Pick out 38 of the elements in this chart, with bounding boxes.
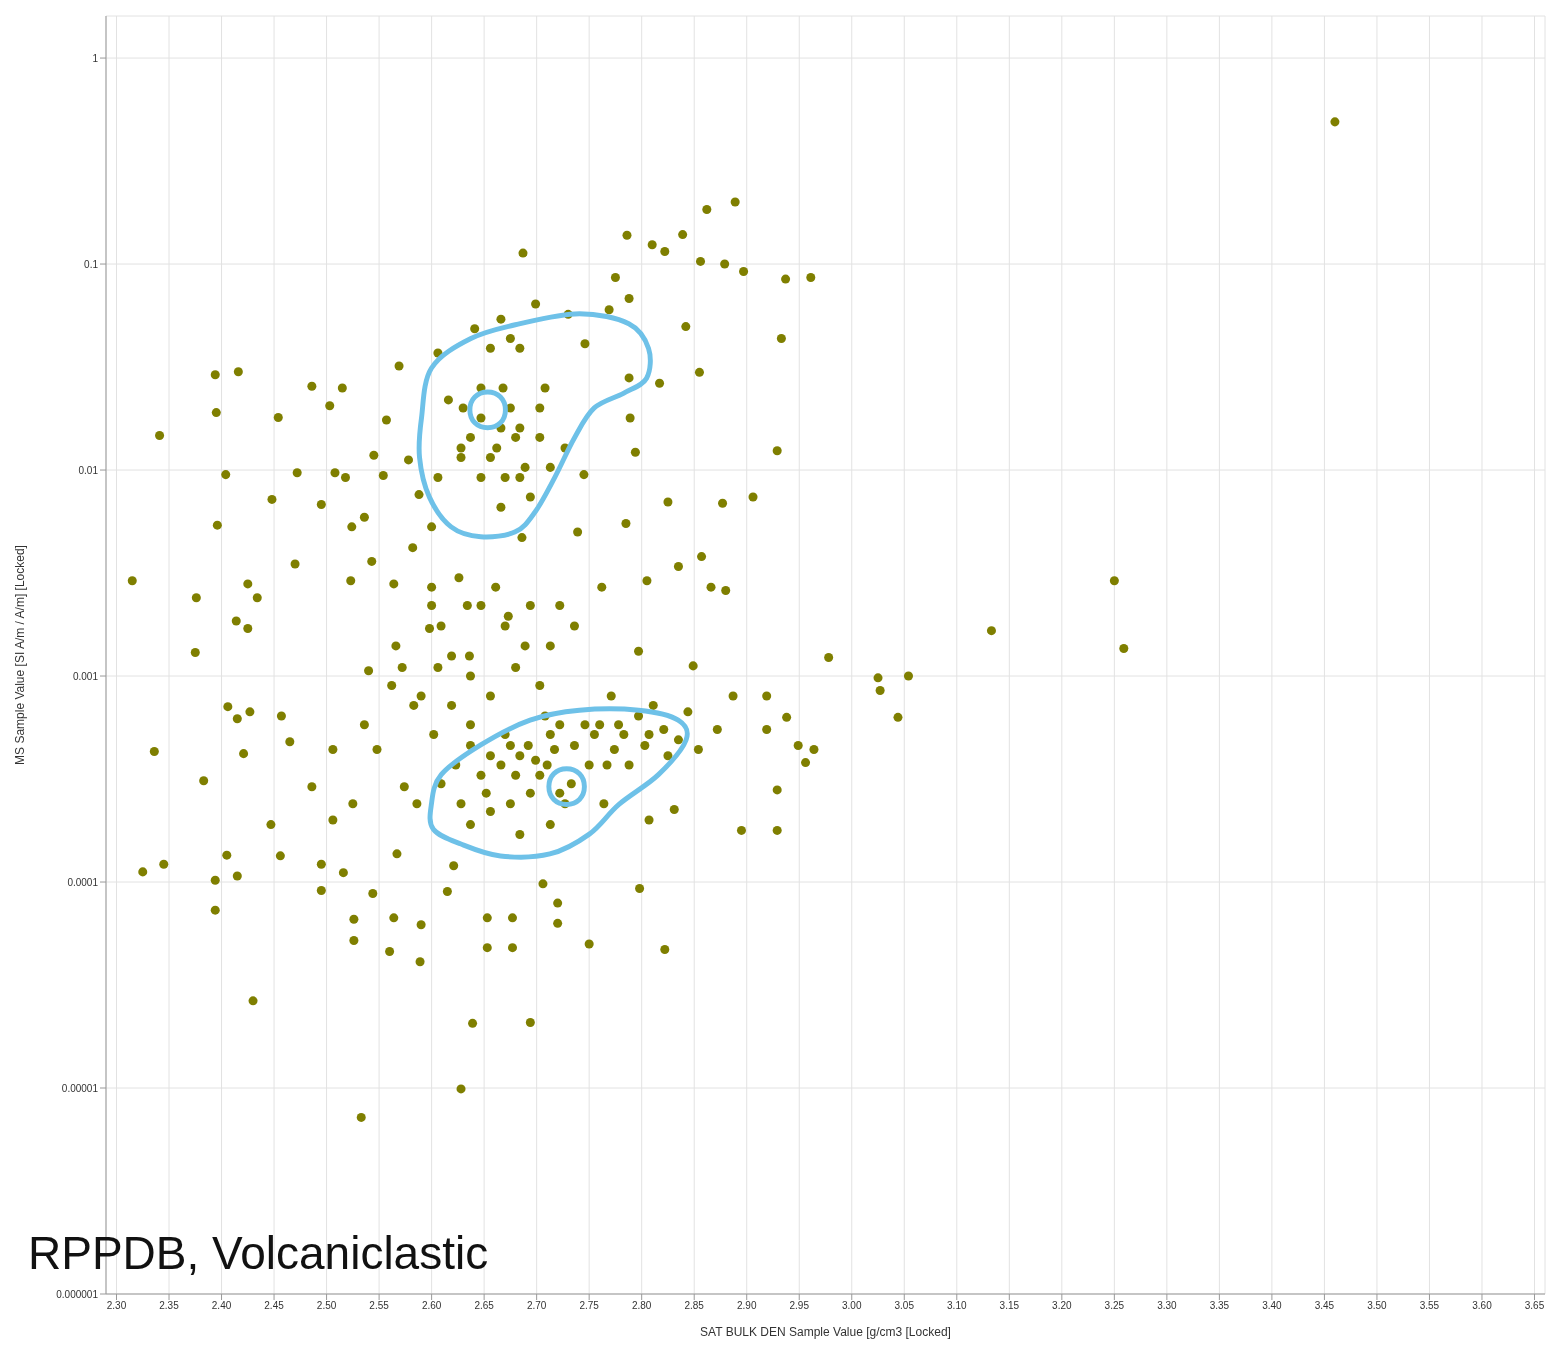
x-tick-label: 2.90 [736, 1300, 757, 1312]
x-axis-title: SAT BULK DEN Sample Value [g/cm3 [Locked] [700, 1325, 951, 1339]
y-tick-label: 0.1 [84, 258, 99, 270]
x-tick-label: 3.20 [1052, 1300, 1072, 1312]
x-tick-label: 3.35 [1209, 1300, 1230, 1312]
x-tick-label: 3.00 [842, 1300, 862, 1312]
y-tick-label: 1 [92, 52, 99, 64]
x-tick-label: 2.95 [789, 1300, 810, 1312]
y-tick-label: 0.000001 [56, 1288, 99, 1300]
annotation: RPPDB, Volcaniclastic [28, 1226, 489, 1280]
y-tick-label: 0.001 [72, 670, 99, 682]
x-tick-label: 3.60 [1472, 1300, 1493, 1312]
x-tick-label: 3.40 [1262, 1300, 1283, 1312]
y-tick-label: 0.0001 [67, 876, 99, 888]
x-tick-label: 3.55 [1419, 1300, 1440, 1312]
x-tick-label: 2.45 [264, 1300, 285, 1312]
x-tick-label: 2.85 [684, 1300, 705, 1312]
x-tick-label: 2.50 [316, 1300, 337, 1312]
x-tick-label: 2.65 [474, 1300, 495, 1312]
x-tick-label: 3.30 [1157, 1300, 1178, 1312]
x-tick-label: 2.80 [631, 1300, 652, 1312]
x-tick-label: 2.70 [526, 1300, 547, 1312]
x-tick-label: 3.45 [1314, 1300, 1335, 1312]
y-tick-label: 0.00001 [61, 1082, 99, 1094]
x-tick-label: 3.10 [947, 1300, 967, 1312]
x-tick-label: 3.25 [1104, 1300, 1125, 1312]
x-tick-label: 2.60 [421, 1300, 442, 1312]
x-tick-label: 2.35 [159, 1300, 180, 1312]
x-tick-label: 2.30 [106, 1300, 127, 1312]
x-tick-label: 2.75 [579, 1300, 600, 1312]
x-tick-label: 3.65 [1524, 1300, 1545, 1312]
x-tick-label: 2.40 [211, 1300, 232, 1312]
x-tick-label: 3.05 [894, 1300, 915, 1312]
y-tick-label: 0.01 [78, 464, 99, 476]
x-tick-label: 2.55 [369, 1300, 390, 1312]
x-tick-label: 3.15 [999, 1300, 1020, 1312]
x-tick-label: 3.50 [1367, 1300, 1388, 1312]
y-axis-title: MS Sample Value [SI A/m / A/m] [Locked] [13, 545, 28, 765]
